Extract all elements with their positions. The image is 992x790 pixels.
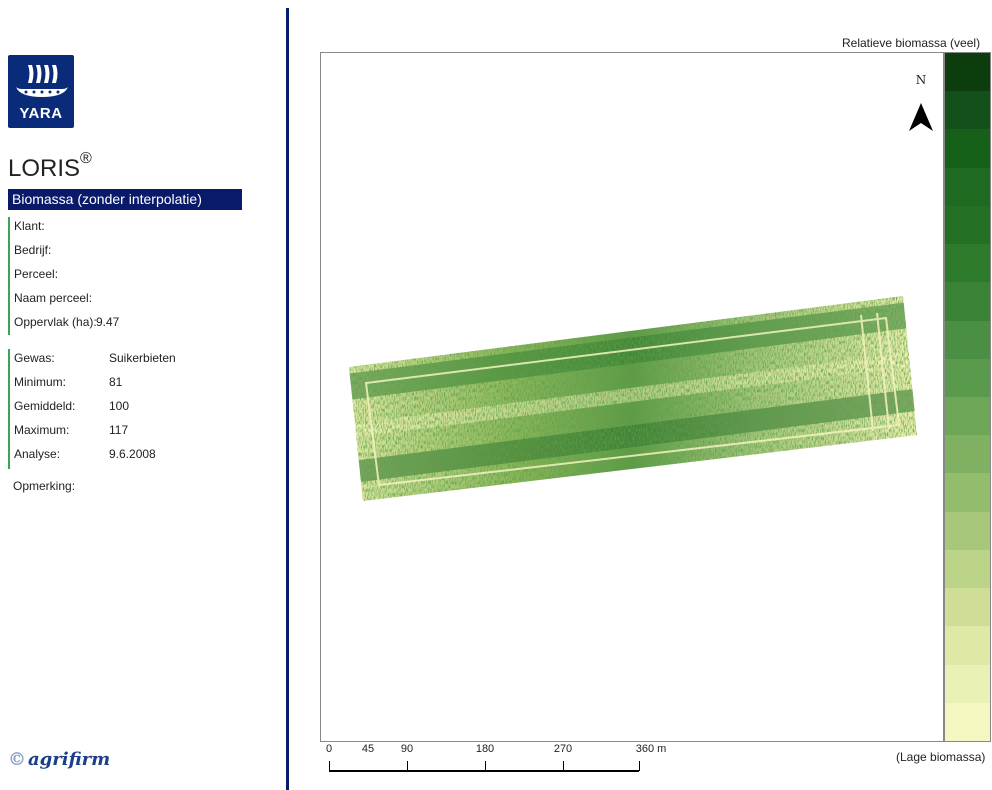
agrifirm-logo-text: agrifirm [28, 749, 111, 770]
scale-label: 180 [475, 743, 495, 755]
map-type-banner: Biomassa (zonder interpolatie) [8, 189, 242, 210]
registered-mark: ® [80, 150, 92, 167]
legend-swatch [945, 205, 990, 245]
scale-label: 0 [325, 743, 333, 755]
field-details: Klant: Bedrijf: Perceel: Naam perceel: O… [8, 217, 119, 335]
legend-swatch [945, 244, 990, 283]
stat-value: 9.6.2008 [109, 447, 156, 461]
stat-label: Analyse: [14, 447, 61, 461]
legend-swatch [945, 435, 990, 474]
stat-value: 81 [109, 375, 123, 389]
scale-bar: 0 45 90 180 270 360 m [320, 743, 680, 783]
field-area [349, 296, 917, 501]
legend-color-bar [944, 52, 991, 742]
stat-label: Maximum: [14, 423, 70, 437]
map-frame [320, 52, 944, 742]
detail-label: Naam perceel: [14, 291, 93, 305]
north-arrow: N [905, 73, 937, 133]
detail-label: Oppervlak (ha): [14, 315, 97, 329]
legend-swatch [945, 664, 990, 703]
legend-swatch [945, 473, 990, 512]
product-name: LORIS [8, 155, 81, 182]
scale-tick [329, 761, 330, 771]
stat-value: 117 [109, 423, 129, 437]
legend-swatch [945, 702, 990, 741]
agrifirm-mark-icon: © [8, 749, 26, 770]
stat-value: 100 [109, 399, 130, 413]
north-label: N [915, 73, 927, 87]
panel-divider [286, 8, 289, 790]
detail-value: 9.47 [96, 315, 120, 329]
detail-label: Perceel: [14, 267, 59, 281]
viking-ship-icon [16, 65, 68, 97]
stat-value: Suikerbieten [109, 351, 176, 365]
legend-swatch [945, 396, 990, 436]
product-title: LORIS® [8, 150, 92, 183]
scale-label: 45 [361, 743, 375, 755]
legend-swatch [945, 549, 990, 589]
scale-tick [563, 761, 564, 771]
stat-label: Gemiddeld: [14, 399, 76, 413]
detail-label: Bedrijf: [14, 243, 52, 257]
scale-tick [639, 761, 640, 771]
legend-swatch [945, 511, 990, 550]
yara-logo: YARA [8, 55, 74, 128]
north-arrow-icon [909, 103, 933, 131]
legend-swatch [945, 626, 990, 665]
detail-label: Klant: [14, 219, 45, 233]
legend-swatch [945, 588, 990, 627]
legend-swatch [945, 167, 990, 206]
legend-top-label: Relatieve biomassa (veel) [842, 36, 981, 50]
stat-label: Gewas: [14, 351, 55, 365]
legend-swatch [945, 53, 990, 92]
legend-swatch [945, 358, 990, 397]
field-biomass-map [349, 296, 917, 501]
field-tramlines [364, 312, 901, 487]
legend-swatch [945, 282, 990, 321]
yara-logo-text: YARA [19, 105, 63, 122]
field-texture [349, 296, 917, 501]
scale-tick [407, 761, 408, 771]
info-panel: YARA LORIS® Biomassa (zonder interpolati… [0, 0, 288, 790]
legend-swatch [945, 129, 990, 168]
remark-label: Opmerking: [13, 479, 76, 493]
stat-label: Minimum: [14, 375, 67, 389]
legend-swatch [945, 320, 990, 359]
scale-label: 270 [553, 743, 573, 755]
agrifirm-logo: © agrifirm [8, 749, 110, 770]
legend-bottom-label: (Lage biomassa) [896, 750, 986, 764]
crop-statistics: Gewas: Suikerbieten Minimum: 81 Gemiddeld:… [8, 349, 176, 469]
scale-tick [485, 761, 486, 771]
scale-label: 360 m [635, 743, 667, 755]
legend-swatch [945, 91, 990, 130]
scale-label: 90 [400, 743, 414, 755]
scale-line [329, 770, 639, 772]
